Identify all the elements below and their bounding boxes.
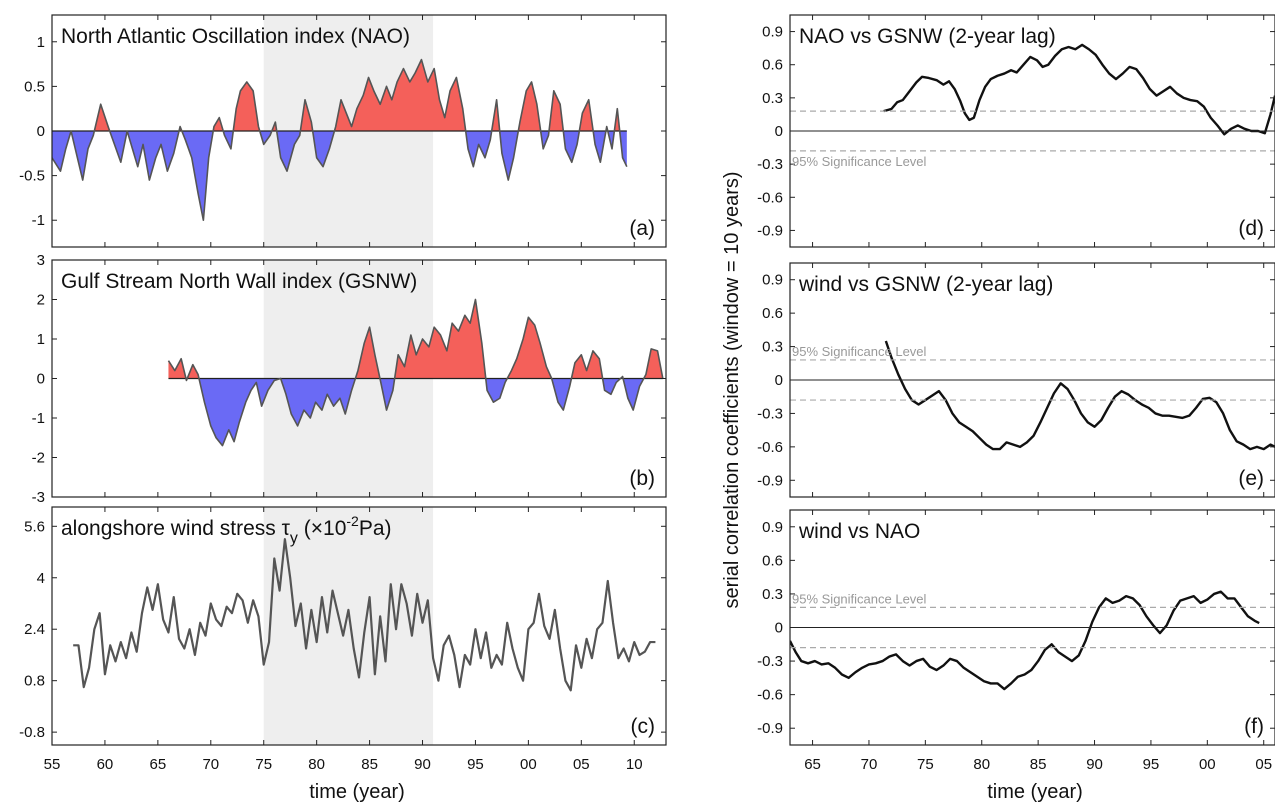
panel-label-d: (d) [1238,217,1264,240]
xtick-label-f-3: 80 [973,756,990,773]
xtick-label-c-8: 95 [467,756,484,773]
ytick-label-a-3: 0.5 [24,78,45,95]
ytick-label-e-0: -0.9 [757,472,783,489]
xtick-label-c-5: 80 [308,756,325,773]
ytick-label-e-1: -0.6 [757,439,783,456]
series-outline-a [52,58,628,222]
negative-area-b [168,378,663,446]
ytick-label-d-3: 0 [775,123,783,140]
series-line-d [883,43,1275,136]
series-group-b [167,298,664,447]
left-x-axis-title: time (year) [309,781,405,802]
ytick-label-c-3: 4 [37,570,45,587]
panel-label-e: (e) [1238,467,1264,490]
ytick-label-c-4: 5.6 [24,518,45,535]
xtick-label-f-1: 70 [861,756,878,773]
text-layer: -1 -0.5 0 0.5 1 North Atlantic Oscillation in… [19,24,1272,773]
xtick-label-c-11: 10 [626,756,643,773]
ytick-label-e-3: 0 [775,372,783,389]
panel-label-a: (a) [629,217,655,240]
right-y-axis-title: serial correlation coefficients (window … [721,171,743,608]
ytick-label-f-4: 0.3 [762,586,783,603]
series-group-f [790,590,1260,691]
ytick-label-b-3: 0 [37,371,45,388]
xtick-label-c-10: 05 [573,756,590,773]
xtick-label-f-5: 90 [1086,756,1103,773]
series-line-f [790,590,1260,691]
series-group-d [883,43,1275,136]
significance-label-d: 95% Significance Level [792,154,927,169]
ytick-label-f-3: 0 [775,620,783,637]
ytick-label-f-0: -0.9 [757,720,783,737]
ytick-label-b-0: -3 [32,489,45,506]
xtick-label-f-0: 65 [804,756,821,773]
ytick-label-b-1: -2 [32,450,45,467]
ytick-label-b-6: 3 [37,252,45,269]
panel-label-b: (b) [629,467,655,490]
panel-title-e: wind vs GSNW (2-year lag) [798,273,1053,296]
right-x-axis-title: time (year) [987,781,1083,802]
xtick-label-c-1: 60 [97,756,114,773]
ytick-label-b-2: -1 [32,410,45,427]
data-layer [52,43,1275,692]
xtick-label-c-6: 85 [361,756,378,773]
ytick-label-e-4: 0.3 [762,339,783,356]
xtick-label-f-6: 95 [1143,756,1160,773]
frame-layer [51,14,1275,746]
panel-title-a: North Atlantic Oscillation index (NAO) [61,25,410,48]
line-layer [790,110,1275,649]
ytick-label-a-1: -0.5 [19,168,45,185]
positive-area-b [168,299,663,379]
series-group-c [73,538,656,692]
ytick-label-b-5: 2 [37,292,45,309]
ytick-label-c-1: 0.8 [24,673,45,690]
ytick-label-b-4: 1 [37,331,45,348]
ytick-label-a-2: 0 [37,123,45,140]
significance-label-e: 95% Significance Level [792,344,927,359]
xtick-label-c-7: 90 [414,756,431,773]
xtick-label-f-4: 85 [1030,756,1047,773]
series-group-e [884,340,1275,451]
xtick-label-c-0: 55 [44,756,61,773]
ytick-label-a-4: 1 [37,34,45,51]
ytick-label-f-5: 0.6 [762,552,783,569]
xtick-label-c-4: 75 [255,756,272,773]
ytick-label-c-0: -0.8 [19,724,45,741]
ytick-label-f-2: -0.3 [757,653,783,670]
ytick-label-e-2: -0.3 [757,405,783,422]
series-group-a [52,58,628,222]
ytick-label-f-1: -0.6 [757,687,783,704]
ytick-label-d-0: -0.9 [757,222,783,239]
xtick-label-c-2: 65 [150,756,167,773]
ytick-label-e-6: 0.9 [762,272,783,289]
ytick-label-a-0: -1 [32,212,45,229]
ytick-label-d-5: 0.6 [762,57,783,74]
series-line-e [884,340,1275,451]
panel-title-d: NAO vs GSNW (2-year lag) [799,25,1056,48]
series-line-c [73,538,656,692]
panel-title-f: wind vs NAO [798,520,920,543]
ytick-label-d-4: 0.3 [762,90,783,107]
xtick-label-c-9: 00 [520,756,537,773]
panel-frame-c [51,506,667,746]
significance-label-f: 95% Significance Level [792,591,927,606]
shaded-period-c [263,507,434,745]
xtick-label-f-2: 75 [917,756,934,773]
ytick-label-d-2: -0.3 [757,156,783,173]
series-outline-b [167,298,664,447]
xtick-label-f-7: 00 [1199,756,1216,773]
ytick-label-d-1: -0.6 [757,189,783,206]
ytick-label-c-2: 2.4 [24,621,45,638]
panel-title-c: alongshore wind stress τy (×10-2Pa) [61,513,392,547]
xtick-label-f-8: 05 [1255,756,1272,773]
xtick-label-c-3: 70 [202,756,219,773]
ytick-label-d-6: 0.9 [762,24,783,41]
panel-label-c: (c) [631,715,656,738]
panel-title-b: Gulf Stream North Wall index (GSNW) [61,270,417,293]
positive-area-a [52,59,627,132]
ytick-label-f-6: 0.9 [762,519,783,536]
ytick-label-e-5: 0.6 [762,305,783,322]
panel-label-f: (f) [1244,715,1264,738]
